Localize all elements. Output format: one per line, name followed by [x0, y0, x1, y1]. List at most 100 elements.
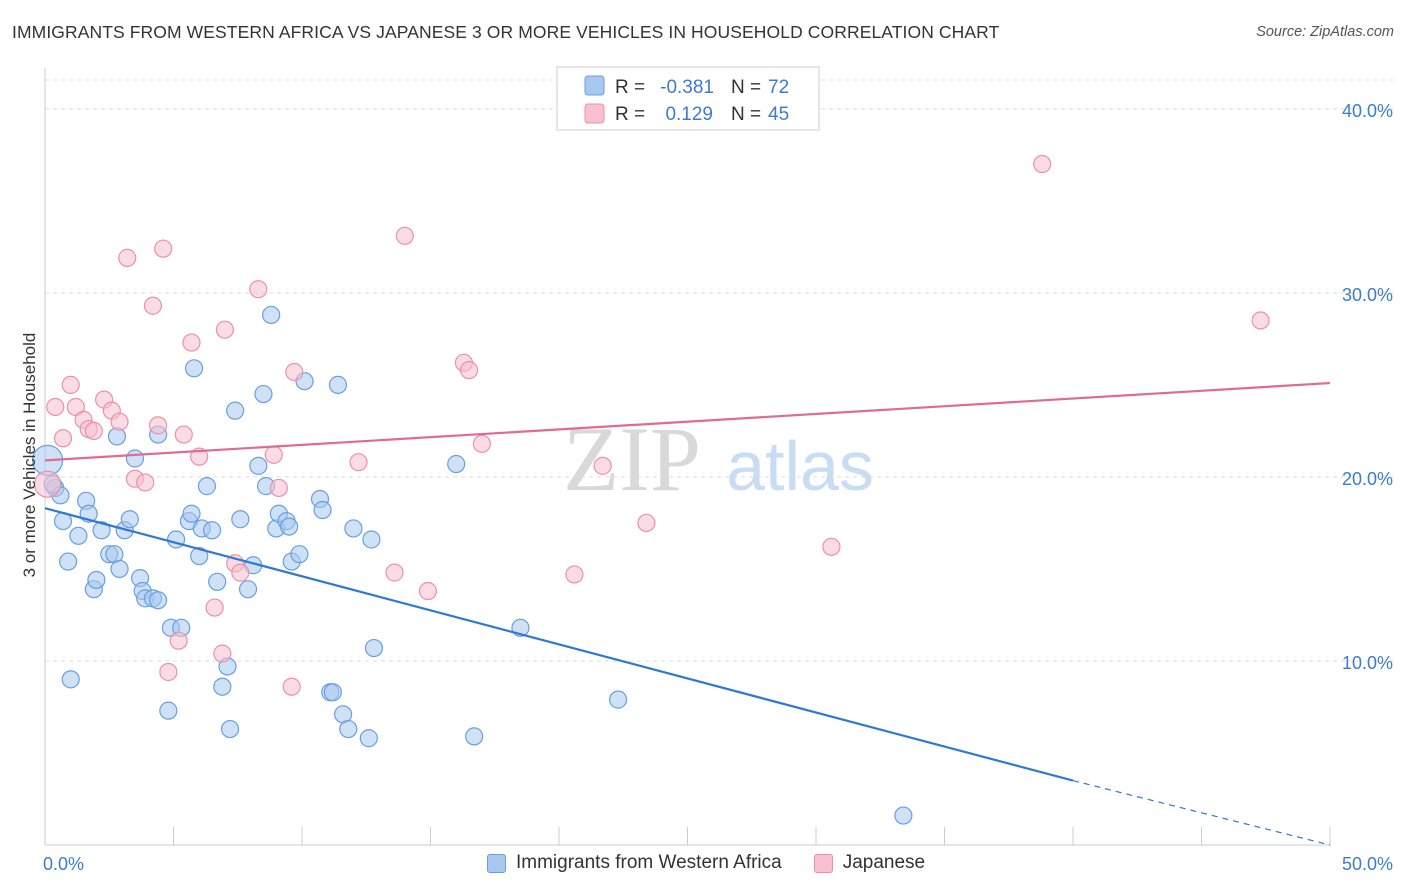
trend-lines	[44, 381, 1331, 846]
data-point-western-africa	[213, 677, 232, 696]
series-legend: Immigrants from Western Africa Japanese	[487, 852, 957, 874]
watermark-atlas: atlas	[726, 427, 874, 505]
correlation-legend: R = -0.381 N = 72 R = 0.129 N = 45	[556, 66, 820, 131]
data-point-western-africa	[92, 521, 111, 540]
data-point-western-africa	[159, 701, 178, 720]
legend-swatch-blue	[584, 75, 605, 96]
data-point-japanese	[53, 429, 73, 448]
legend-label-japanese: Japanese	[842, 852, 926, 873]
data-point-western-africa	[59, 552, 78, 571]
y-tick-label: 10.0%	[1342, 653, 1393, 673]
data-point-japanese	[110, 412, 129, 431]
data-point-japanese	[84, 421, 103, 440]
legend-n-value-2: 45	[768, 104, 789, 125]
data-point-western-africa	[184, 359, 204, 378]
x-tick-label-min: 0.0%	[43, 854, 84, 874]
data-point-western-africa	[262, 305, 281, 325]
chart-title: IMMIGRANTS FROM WESTERN AFRICA VS JAPANE…	[12, 22, 1000, 42]
source-credit: Source: ZipAtlas.com	[1256, 24, 1394, 40]
axes	[44, 68, 1331, 846]
data-point-western-africa	[362, 530, 381, 549]
data-point-japanese	[282, 677, 301, 696]
trend-line-western-africa-extension	[1072, 780, 1331, 846]
data-point-japanese	[1251, 311, 1270, 330]
data-point-western-africa	[182, 504, 201, 523]
x-tick-label-max: 50.0%	[1342, 854, 1393, 874]
watermark: ZIP atlas	[563, 408, 874, 510]
data-point-japanese	[249, 280, 268, 299]
tick-labels: 10.0% 20.0% 30.0% 40.0% 0.0% 50.0%	[43, 101, 1393, 874]
data-point-japanese	[637, 513, 656, 533]
y-axis-label: 3 or more Vehicles in Household	[20, 332, 39, 578]
data-point-japanese	[215, 320, 234, 339]
data-point-japanese	[33, 470, 62, 498]
data-point-japanese	[46, 397, 65, 417]
data-point-western-africa	[226, 401, 245, 420]
data-point-japanese	[118, 248, 137, 267]
data-point-western-africa	[120, 510, 139, 529]
data-point-western-africa	[249, 456, 268, 475]
data-point-western-africa	[313, 500, 332, 520]
legend-n-label-1: N =	[731, 77, 761, 98]
data-point-japanese	[143, 296, 163, 315]
data-point-japanese	[822, 537, 841, 556]
data-point-western-africa	[110, 559, 129, 579]
data-point-japanese	[231, 563, 250, 582]
legend-n-value-1: 72	[768, 77, 789, 98]
data-point-western-africa	[208, 572, 227, 591]
data-point-western-africa	[280, 517, 299, 536]
data-point-western-africa	[465, 727, 484, 746]
data-point-japanese	[418, 581, 438, 601]
data-point-western-africa	[254, 384, 273, 404]
data-point-western-africa	[69, 526, 88, 545]
legend-swatch-pink	[584, 103, 605, 124]
data-point-japanese	[565, 565, 584, 584]
y-tick-label: 20.0%	[1342, 469, 1393, 489]
data-point-japanese	[205, 598, 224, 617]
data-point-western-africa	[364, 638, 384, 658]
data-point-japanese	[593, 456, 612, 475]
y-tick-label: 40.0%	[1342, 101, 1393, 121]
data-point-japanese	[213, 644, 232, 663]
trend-line-japanese	[44, 381, 1331, 462]
data-point-western-africa	[220, 719, 240, 739]
data-point-western-africa	[609, 690, 628, 709]
data-point-japanese	[159, 662, 178, 682]
data-point-western-africa	[339, 719, 358, 739]
data-point-japanese	[1033, 154, 1052, 174]
data-point-western-africa	[125, 449, 145, 468]
data-point-western-africa	[238, 580, 258, 599]
data-point-western-africa	[231, 510, 250, 529]
data-point-western-africa	[87, 570, 106, 590]
data-point-western-africa	[148, 591, 168, 610]
legend-r-label-1: R =	[615, 77, 645, 98]
legend-n-label-2: N =	[731, 104, 761, 125]
legend-r-label-2: R =	[615, 104, 645, 125]
legend-item-western-africa: Immigrants from Western Africa	[487, 852, 782, 874]
data-point-japanese	[169, 631, 188, 650]
data-point-western-africa	[202, 521, 222, 540]
data-point-japanese	[395, 226, 414, 245]
data-point-japanese	[349, 453, 368, 472]
data-point-japanese	[154, 239, 173, 258]
data-point-western-africa	[61, 670, 80, 689]
data-point-western-africa	[344, 519, 363, 538]
data-point-japanese	[472, 434, 491, 453]
data-point-western-africa	[447, 454, 466, 474]
data-point-japanese	[385, 563, 404, 582]
y-tick-label: 30.0%	[1342, 285, 1393, 305]
data-point-western-africa	[328, 375, 348, 394]
data-points	[31, 154, 1270, 825]
trend-line-western-africa	[44, 507, 1074, 782]
data-point-western-africa	[894, 806, 913, 825]
data-point-western-africa	[290, 545, 309, 564]
legend-item-japanese: Japanese	[813, 852, 926, 874]
data-point-japanese	[459, 361, 479, 380]
data-point-japanese	[264, 445, 283, 464]
data-point-western-africa	[107, 427, 127, 446]
data-point-japanese	[136, 473, 155, 492]
legend-swatch-western-africa	[487, 853, 506, 873]
data-point-japanese	[285, 362, 304, 382]
data-point-western-africa	[323, 683, 342, 702]
